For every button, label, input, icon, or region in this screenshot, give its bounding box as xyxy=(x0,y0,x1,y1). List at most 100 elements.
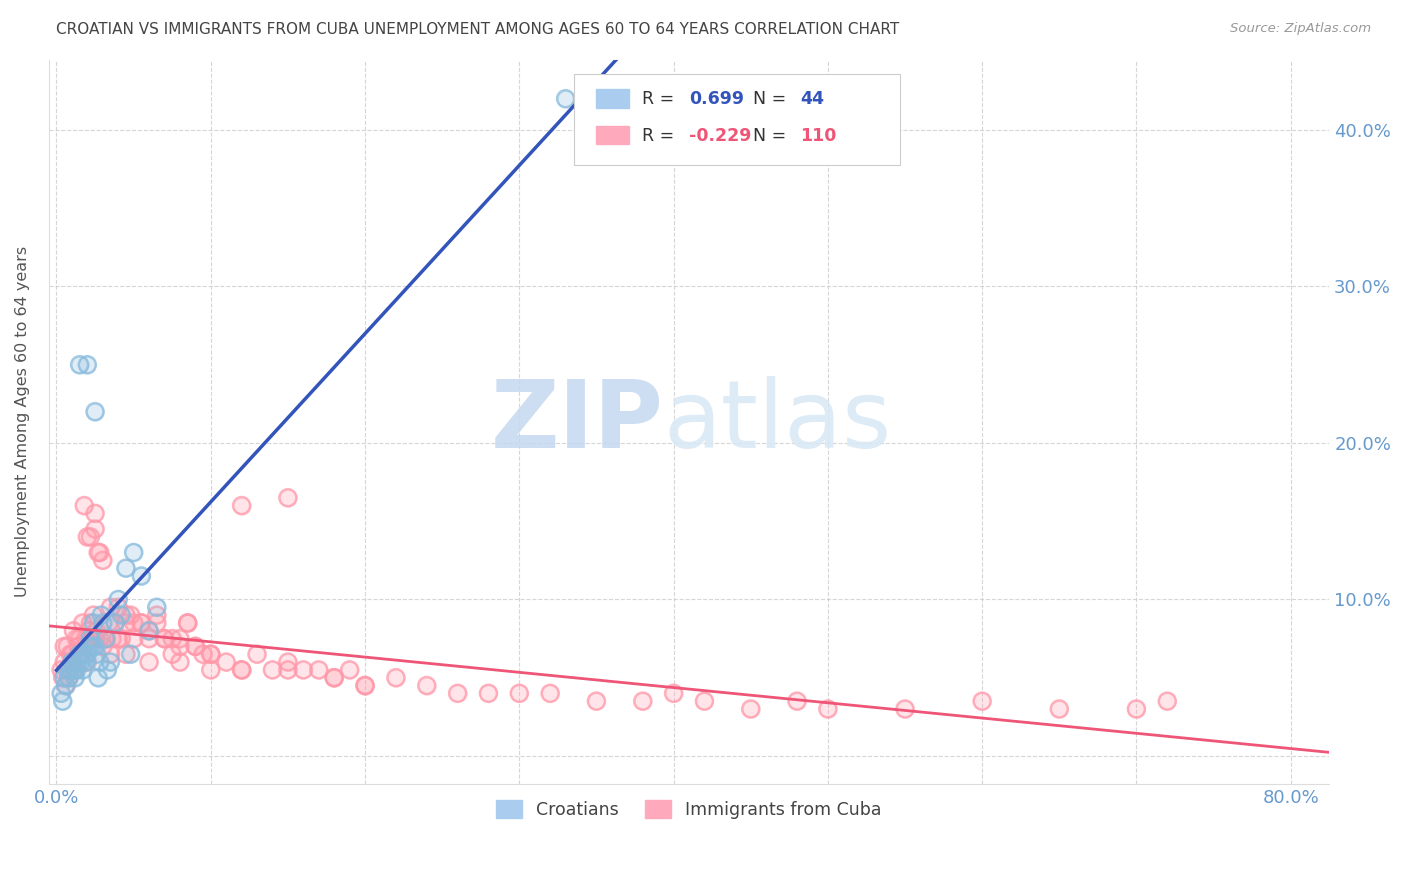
Point xyxy=(262,663,284,677)
Point xyxy=(153,632,176,646)
Point xyxy=(53,640,76,654)
Point xyxy=(100,647,122,661)
Point xyxy=(107,632,129,646)
Point xyxy=(277,655,299,669)
Text: N =: N = xyxy=(754,127,792,145)
Point xyxy=(277,491,299,505)
Point xyxy=(65,663,87,677)
Point xyxy=(53,671,76,685)
Point xyxy=(94,632,117,646)
Point xyxy=(79,530,101,544)
Point xyxy=(86,624,108,638)
Point xyxy=(508,686,530,700)
Point xyxy=(200,663,222,677)
Point xyxy=(215,655,238,669)
Point xyxy=(354,679,377,693)
Point xyxy=(107,592,129,607)
Point xyxy=(115,561,138,575)
Point xyxy=(231,663,253,677)
Point xyxy=(662,686,685,700)
Point xyxy=(69,358,91,372)
Point xyxy=(63,671,86,685)
Point xyxy=(72,615,94,630)
Point xyxy=(323,671,346,685)
FancyBboxPatch shape xyxy=(596,126,628,145)
Point xyxy=(77,640,100,654)
Point xyxy=(385,671,408,685)
Point xyxy=(246,647,269,661)
Point xyxy=(585,694,607,708)
Point xyxy=(339,663,361,677)
Point xyxy=(52,694,75,708)
Point xyxy=(538,686,561,700)
Point xyxy=(631,694,654,708)
Point xyxy=(145,615,167,630)
Point xyxy=(60,655,83,669)
Point xyxy=(52,671,75,685)
Point xyxy=(56,640,79,654)
Point xyxy=(63,663,86,677)
Point xyxy=(73,647,96,661)
Point xyxy=(89,632,111,646)
Text: R =: R = xyxy=(641,90,679,109)
Point xyxy=(104,615,127,630)
Point xyxy=(49,663,72,677)
Point xyxy=(200,647,222,661)
Point xyxy=(585,694,607,708)
Point xyxy=(80,632,103,646)
Point xyxy=(67,655,90,669)
Text: CROATIAN VS IMMIGRANTS FROM CUBA UNEMPLOYMENT AMONG AGES 60 TO 64 YEARS CORRELAT: CROATIAN VS IMMIGRANTS FROM CUBA UNEMPLO… xyxy=(56,22,900,37)
Point xyxy=(72,615,94,630)
Point xyxy=(110,608,132,623)
Point xyxy=(231,499,253,513)
Point xyxy=(215,655,238,669)
Point xyxy=(79,632,101,646)
Point xyxy=(76,358,98,372)
Point xyxy=(184,640,207,654)
Point xyxy=(60,655,83,669)
Point xyxy=(131,615,153,630)
Point xyxy=(69,632,91,646)
Point xyxy=(1125,702,1147,716)
Point xyxy=(115,608,138,623)
Point xyxy=(160,647,183,661)
Point xyxy=(323,671,346,685)
Point xyxy=(153,632,176,646)
Point xyxy=(277,663,299,677)
Legend: Croatians, Immigrants from Cuba: Croatians, Immigrants from Cuba xyxy=(489,794,889,826)
Point xyxy=(84,507,107,521)
Point xyxy=(145,615,167,630)
Text: 0.699: 0.699 xyxy=(689,90,744,109)
Point xyxy=(191,647,214,661)
Point xyxy=(277,655,299,669)
Text: -0.229: -0.229 xyxy=(689,127,751,145)
Point xyxy=(107,600,129,615)
Point xyxy=(62,663,84,677)
Point xyxy=(89,632,111,646)
Point xyxy=(67,655,90,669)
Point xyxy=(56,663,79,677)
Point xyxy=(169,632,191,646)
Point xyxy=(100,655,122,669)
Point xyxy=(69,647,91,661)
Point xyxy=(70,647,93,661)
Point xyxy=(62,663,84,677)
Point xyxy=(84,632,107,646)
Point xyxy=(90,608,112,623)
Point xyxy=(91,553,114,567)
Point xyxy=(160,632,183,646)
Point xyxy=(70,655,93,669)
Point xyxy=(354,679,377,693)
Point xyxy=(662,686,685,700)
Point xyxy=(96,663,118,677)
Point xyxy=(80,640,103,654)
Point xyxy=(231,663,253,677)
Point xyxy=(131,569,153,583)
Point xyxy=(1156,694,1178,708)
Point xyxy=(87,671,110,685)
Point xyxy=(972,694,994,708)
Point xyxy=(75,655,97,669)
Point xyxy=(73,499,96,513)
Point xyxy=(122,615,145,630)
Point xyxy=(86,647,108,661)
